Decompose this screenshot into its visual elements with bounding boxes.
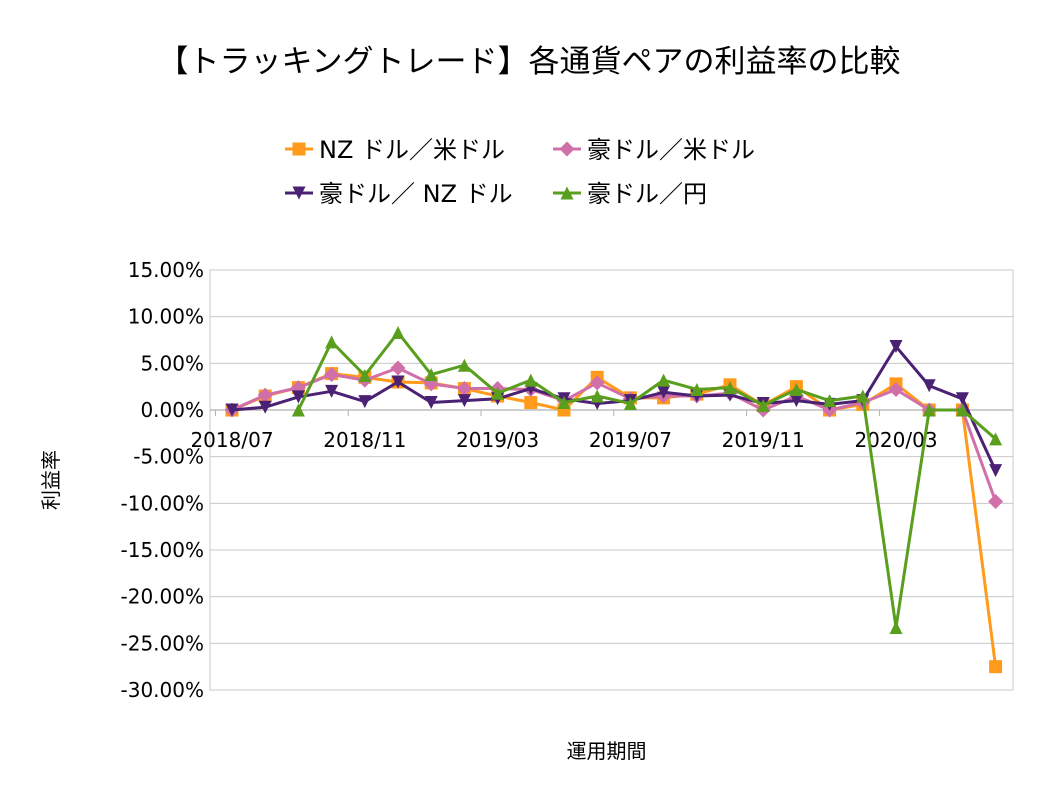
- y-tick-label: -30.00%: [121, 678, 204, 702]
- marker-triangle-up: [856, 389, 870, 403]
- marker-triangle-up: [325, 335, 339, 349]
- marker-triangle-down: [955, 392, 969, 406]
- marker-triangle-up: [756, 398, 770, 412]
- marker-diamond: [456, 381, 472, 397]
- x-tick-label: 2019/07: [589, 428, 672, 452]
- marker-diamond: [888, 381, 904, 397]
- marker-triangle-up: [291, 403, 305, 417]
- marker-square: [989, 660, 1003, 674]
- y-tick-label: -20.00%: [121, 585, 204, 609]
- legend-label: 豪ドル／円: [587, 180, 707, 208]
- legend-item: NZ ドル／米ドル: [285, 136, 505, 164]
- marker-square: [292, 142, 306, 156]
- x-tick-label: 2018/11: [323, 428, 406, 452]
- x-tick-label: 2019/03: [456, 428, 539, 452]
- y-tick-label: 0.00%: [140, 398, 204, 422]
- series-3: [291, 326, 1003, 634]
- marker-triangle-up: [823, 394, 837, 408]
- marker-triangle-up: [358, 368, 372, 382]
- chart-title: 【トラッキングトレード】各通貨ペアの利益率の比較: [157, 44, 901, 80]
- y-tick-label: -5.00%: [133, 445, 204, 469]
- legend-label: NZ ドル／米ドル: [319, 136, 505, 164]
- marker-triangle-up: [623, 396, 637, 410]
- x-tick-label: 2018/07: [190, 428, 273, 452]
- y-tick-label: 15.00%: [128, 258, 204, 282]
- marker-triangle-up: [491, 386, 505, 400]
- marker-triangle-up: [524, 373, 538, 387]
- marker-triangle-down: [789, 394, 803, 408]
- marker-diamond: [988, 493, 1004, 509]
- marker-triangle-down: [457, 394, 471, 408]
- marker-triangle-down: [291, 390, 305, 404]
- marker-triangle-up: [560, 186, 574, 200]
- marker-diamond: [257, 387, 273, 403]
- y-tick-label: -10.00%: [121, 491, 204, 515]
- x-tick-label: 2019/11: [722, 428, 805, 452]
- marker-triangle-up: [457, 358, 471, 372]
- legend-label: 豪ドル／ NZ ドル: [319, 180, 513, 208]
- marker-triangle-down: [922, 379, 936, 393]
- marker-triangle-down: [989, 464, 1003, 478]
- marker-triangle-up: [789, 382, 803, 396]
- marker-triangle-up: [690, 382, 704, 396]
- y-tick-label: 5.00%: [140, 351, 204, 375]
- marker-triangle-down: [325, 384, 339, 398]
- legend-item: 豪ドル／ NZ ドル: [285, 180, 513, 208]
- y-axis-label: 利益率: [39, 450, 63, 510]
- marker-triangle-down: [225, 403, 239, 417]
- x-axis-label: 運用期間: [567, 739, 647, 763]
- legend-item: 豪ドル／米ドル: [553, 136, 755, 164]
- marker-triangle-up: [391, 326, 405, 340]
- y-tick-label: 10.00%: [128, 305, 204, 329]
- marker-diamond: [589, 375, 605, 391]
- y-tick-label: -25.00%: [121, 631, 204, 655]
- legend-item: 豪ドル／円: [553, 180, 707, 208]
- marker-diamond: [390, 360, 406, 376]
- y-tick-label: -15.00%: [121, 538, 204, 562]
- marker-triangle-up: [889, 620, 903, 634]
- marker-triangle-up: [723, 381, 737, 395]
- marker-triangle-up: [922, 403, 936, 417]
- marker-diamond: [559, 141, 575, 157]
- marker-triangle-down: [889, 340, 903, 354]
- marker-triangle-down: [391, 375, 405, 389]
- marker-triangle-up: [424, 368, 438, 382]
- series-line: [297, 331, 997, 629]
- marker-triangle-down: [657, 385, 671, 399]
- legend-label: 豪ドル／米ドル: [587, 136, 755, 164]
- marker-triangle-down: [292, 186, 306, 200]
- plot-border: [209, 269, 1014, 691]
- marker-triangle-up: [557, 396, 571, 410]
- marker-triangle-up: [989, 432, 1003, 446]
- marker-triangle-up: [955, 403, 969, 417]
- marker-square: [524, 396, 538, 410]
- marker-triangle-down: [424, 396, 438, 410]
- marker-diamond: [324, 367, 340, 383]
- marker-triangle-down: [258, 400, 272, 414]
- series-line: [231, 345, 997, 472]
- marker-triangle-up: [657, 373, 671, 387]
- marker-triangle-down: [358, 395, 372, 409]
- marker-triangle-up: [590, 389, 604, 403]
